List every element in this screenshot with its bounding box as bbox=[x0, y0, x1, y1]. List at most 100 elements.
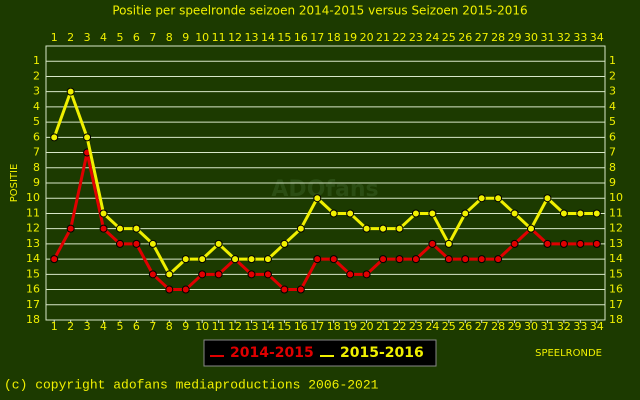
x-tick-label: 3 bbox=[84, 320, 91, 333]
point bbox=[477, 255, 486, 264]
footer: (c) copyright adofans mediaproductions 2… bbox=[4, 377, 379, 392]
x-tick-label-top: 22 bbox=[392, 31, 406, 44]
point bbox=[527, 224, 536, 233]
x-tick-label-top: 1 bbox=[51, 31, 58, 44]
x-tick-label-top: 19 bbox=[343, 31, 357, 44]
point bbox=[50, 133, 59, 142]
point bbox=[576, 209, 585, 218]
x-tick-label: 32 bbox=[557, 320, 571, 333]
x-tick-label-top: 34 bbox=[590, 31, 604, 44]
x-tick-label: 9 bbox=[182, 320, 189, 333]
point bbox=[543, 239, 552, 248]
legend-box bbox=[203, 339, 437, 367]
y-tick-label-right: 13 bbox=[609, 237, 623, 250]
point bbox=[592, 239, 601, 248]
y-axis-label: POSITIE bbox=[9, 164, 20, 203]
x-tick-label-top: 33 bbox=[573, 31, 587, 44]
point bbox=[428, 209, 437, 218]
x-tick-label: 12 bbox=[228, 320, 242, 333]
point bbox=[576, 239, 585, 248]
y-tick-label-right: 14 bbox=[609, 252, 623, 265]
x-tick-label-top: 3 bbox=[84, 31, 91, 44]
point bbox=[165, 270, 174, 279]
point bbox=[280, 285, 289, 294]
x-tick-label-top: 2 bbox=[67, 31, 74, 44]
point bbox=[181, 255, 190, 264]
y-tick-label-right: 3 bbox=[609, 85, 616, 98]
x-tick-label-top: 16 bbox=[294, 31, 308, 44]
y-tick-label: 6 bbox=[33, 130, 40, 143]
point bbox=[559, 209, 568, 218]
point bbox=[263, 270, 272, 279]
x-tick-label-top: 18 bbox=[327, 31, 341, 44]
point bbox=[543, 194, 552, 203]
point bbox=[346, 270, 355, 279]
x-tick-label-top: 4 bbox=[100, 31, 107, 44]
point bbox=[395, 255, 404, 264]
y-tick-label-right: 6 bbox=[609, 130, 616, 143]
point bbox=[461, 209, 470, 218]
point bbox=[231, 255, 240, 264]
point bbox=[329, 255, 338, 264]
x-tick-label-top: 23 bbox=[409, 31, 423, 44]
y-tick-label: 10 bbox=[26, 191, 40, 204]
x-tick-label: 27 bbox=[475, 320, 489, 333]
series-line bbox=[52, 87, 597, 277]
y-tick-label: 14 bbox=[26, 252, 40, 265]
x-axis-label: SPEELRONDE bbox=[535, 348, 602, 359]
x-tick-label-top: 17 bbox=[310, 31, 324, 44]
y-tick-label: 2 bbox=[33, 69, 40, 82]
point bbox=[83, 133, 92, 142]
x-tick-label-top: 12 bbox=[228, 31, 242, 44]
point bbox=[477, 194, 486, 203]
y-tick-label: 7 bbox=[33, 146, 40, 159]
series-line bbox=[52, 152, 597, 292]
point bbox=[559, 239, 568, 248]
point bbox=[510, 239, 519, 248]
y-tick-label-right: 15 bbox=[609, 267, 623, 280]
x-tick-label: 2 bbox=[67, 320, 74, 333]
x-tick-label: 8 bbox=[166, 320, 173, 333]
x-tick-label: 23 bbox=[409, 320, 423, 333]
x-tick-label: 5 bbox=[116, 320, 123, 333]
point bbox=[461, 255, 470, 264]
x-tick-label: 21 bbox=[376, 320, 390, 333]
y-tick-label-right: 5 bbox=[609, 115, 616, 128]
x-tick-label-top: 8 bbox=[166, 31, 173, 44]
point bbox=[379, 255, 388, 264]
y-tick-label-right: 10 bbox=[609, 191, 623, 204]
y-tick-label: 3 bbox=[33, 85, 40, 98]
x-tick-label: 1 bbox=[51, 320, 58, 333]
x-tick-label-top: 26 bbox=[458, 31, 472, 44]
point bbox=[329, 209, 338, 218]
point bbox=[132, 239, 141, 248]
x-tick-label-top: 32 bbox=[557, 31, 571, 44]
point bbox=[346, 209, 355, 218]
x-tick-label: 13 bbox=[245, 320, 259, 333]
point bbox=[428, 239, 437, 248]
y-tick-label-right: 1 bbox=[609, 54, 616, 67]
y-tick-label-right: 18 bbox=[609, 313, 623, 326]
x-tick-label-top: 11 bbox=[212, 31, 226, 44]
y-tick-label: 8 bbox=[33, 161, 40, 174]
y-tick-label: 17 bbox=[26, 298, 40, 311]
x-tick-label-top: 7 bbox=[149, 31, 156, 44]
x-tick-label: 6 bbox=[133, 320, 140, 333]
point bbox=[444, 255, 453, 264]
x-tick-label: 20 bbox=[360, 320, 374, 333]
y-tick-label: 13 bbox=[26, 237, 40, 250]
y-tick-label: 15 bbox=[26, 267, 40, 280]
point bbox=[362, 270, 371, 279]
point bbox=[214, 270, 223, 279]
y-tick-label: 1 bbox=[33, 54, 40, 67]
x-tick-label: 19 bbox=[343, 320, 357, 333]
legend-label: 2014-2015 bbox=[230, 345, 314, 361]
point bbox=[132, 224, 141, 233]
x-tick-label: 7 bbox=[149, 320, 156, 333]
y-tick-label-right: 2 bbox=[609, 69, 616, 82]
y-tick-label-right: 12 bbox=[609, 222, 623, 235]
point bbox=[395, 224, 404, 233]
point bbox=[247, 270, 256, 279]
y-tick-label-right: 11 bbox=[609, 206, 623, 219]
